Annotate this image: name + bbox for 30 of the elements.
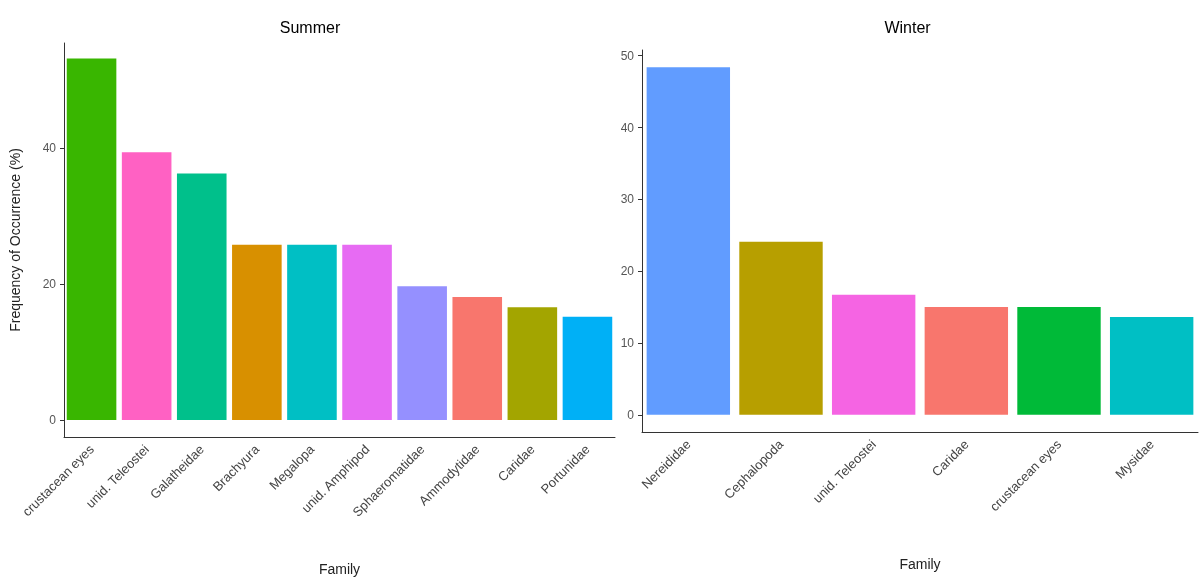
bar bbox=[121, 152, 172, 421]
bar bbox=[646, 67, 731, 415]
y-tick-label: 0 bbox=[49, 413, 57, 428]
bar bbox=[287, 244, 337, 421]
bar bbox=[562, 316, 613, 421]
y-tick-label: 20 bbox=[620, 264, 635, 279]
bar bbox=[66, 58, 117, 421]
y-tick-label: 40 bbox=[620, 120, 635, 135]
y-tick-label: 10 bbox=[620, 335, 635, 350]
bar bbox=[342, 244, 392, 421]
bar bbox=[739, 241, 823, 415]
y-tick-label: 0 bbox=[627, 407, 635, 422]
x-axis-title: Family bbox=[899, 556, 941, 572]
bar bbox=[507, 307, 558, 421]
bar bbox=[924, 307, 1009, 415]
y-tick-label: 30 bbox=[620, 192, 635, 207]
chart-title: Winter bbox=[884, 18, 932, 36]
y-tick-label: 20 bbox=[42, 277, 57, 292]
bar bbox=[176, 173, 227, 421]
chart-title: Summer bbox=[279, 18, 341, 36]
x-axis-title: Family bbox=[318, 561, 361, 577]
bar bbox=[1017, 307, 1101, 415]
y-axis-title: Frequency of Occurrence (%) bbox=[7, 148, 23, 332]
bar bbox=[1109, 317, 1194, 415]
bar bbox=[831, 294, 916, 415]
y-tick-label: 40 bbox=[42, 141, 57, 156]
bar bbox=[397, 286, 447, 421]
y-tick-label: 50 bbox=[620, 48, 635, 63]
bar bbox=[232, 244, 282, 421]
bar bbox=[452, 297, 503, 421]
